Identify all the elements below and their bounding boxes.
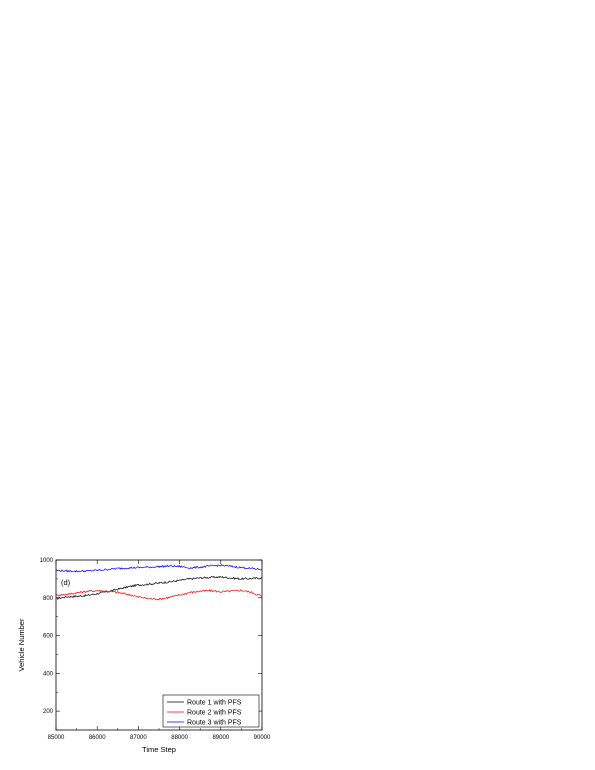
x-axis-title: Time Step bbox=[142, 745, 176, 754]
x-axis-ticks: 85000 86000 87000 88000 89000 90000 bbox=[48, 560, 271, 741]
legend: Route 1 with PFS Route 2 with PFS Route 3 … bbox=[162, 694, 260, 728]
y-tick-label: 800 bbox=[43, 596, 54, 602]
y-axis-title: Vehicle Number bbox=[17, 618, 26, 671]
y-tick-label: 1000 bbox=[40, 558, 54, 564]
legend-label-1: Route 1 with PFS bbox=[187, 700, 242, 707]
x-tick-label: 86000 bbox=[89, 735, 106, 741]
y-axis-ticks: 200 400 600 800 1000 bbox=[40, 558, 262, 731]
legend-label-3: Route 3 with PFS bbox=[187, 720, 242, 727]
x-tick-label: 89000 bbox=[212, 735, 229, 741]
y-tick-label: 400 bbox=[43, 671, 54, 677]
y-tick-label: 200 bbox=[43, 709, 54, 715]
x-tick-label: 88000 bbox=[171, 735, 188, 741]
series-line-3 bbox=[55, 563, 263, 573]
y-tick-label: 600 bbox=[43, 634, 54, 640]
series-line-1 bbox=[55, 575, 263, 600]
series-lines bbox=[55, 563, 263, 601]
x-tick-label: 85000 bbox=[48, 735, 65, 741]
x-tick-label: 90000 bbox=[254, 735, 271, 741]
legend-label-2: Route 2 with PFS bbox=[187, 710, 242, 717]
series-line-2 bbox=[55, 589, 263, 601]
panel-label: (d) bbox=[61, 578, 71, 587]
legend-items: Route 1 with PFS Route 2 with PFS Route 3 … bbox=[167, 700, 242, 727]
x-tick-label: 87000 bbox=[130, 735, 147, 741]
